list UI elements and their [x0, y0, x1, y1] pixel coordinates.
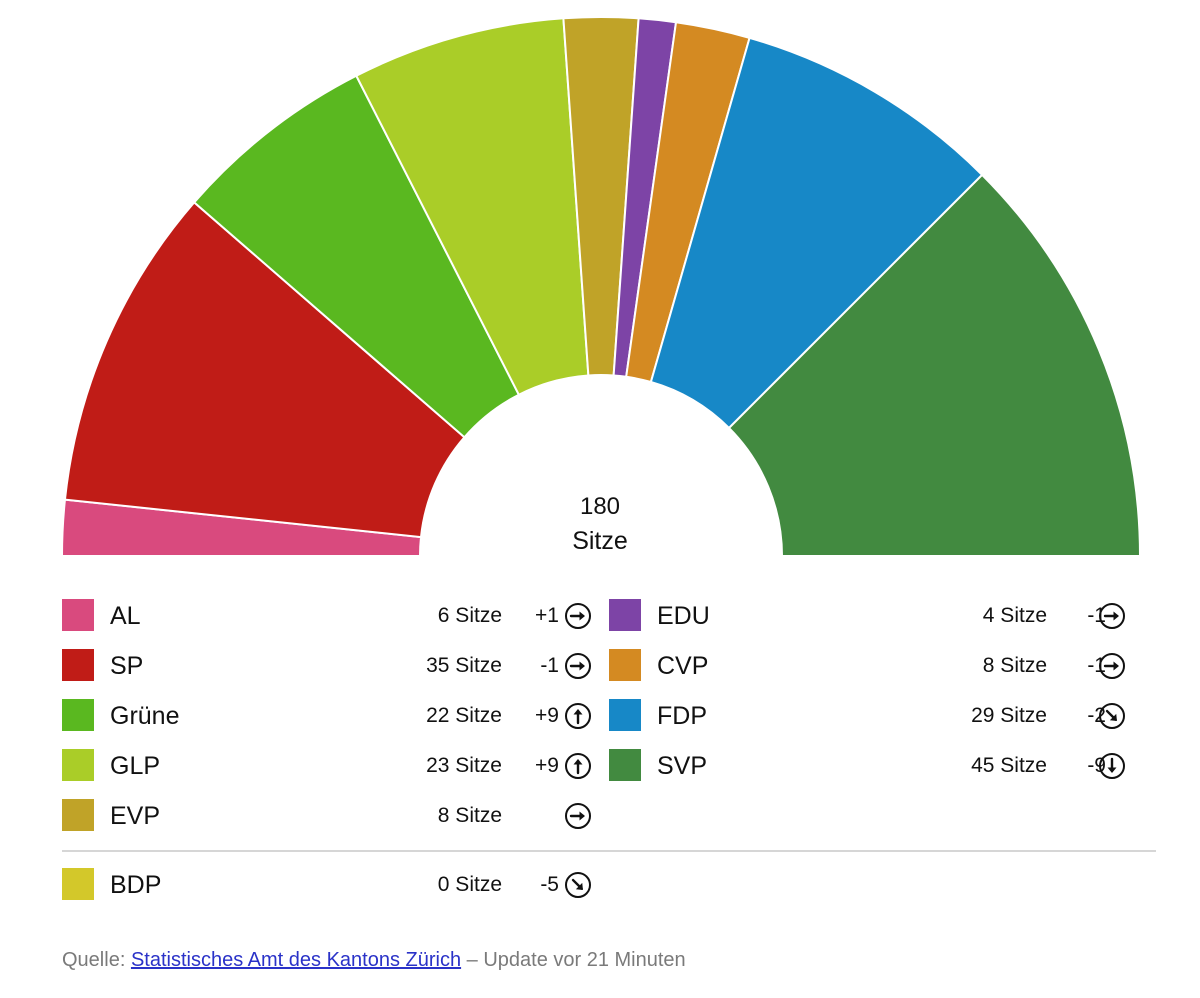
party-seats: 29 Sitze	[971, 704, 1047, 727]
party-seat-change: -1	[540, 654, 559, 677]
party-seats: 22 Sitze	[426, 704, 502, 727]
legend-swatch	[62, 599, 94, 631]
legend-swatch	[62, 868, 94, 900]
legend-column-right: EDU 4 Sitze -1 CVP 8 Sitze -1 FDP 29 Sitze -2 SVP…	[609, 597, 1141, 797]
party-seats: 0 Sitze	[437, 873, 502, 896]
legend-item-grüne: Grüne 22 Sitze +9	[62, 697, 594, 747]
party-name: FDP	[657, 702, 707, 730]
party-name: GLP	[110, 752, 161, 780]
party-seats: 6 Sitze	[437, 604, 502, 627]
arrow-up-icon	[565, 703, 591, 729]
party-name: Grüne	[110, 702, 180, 730]
party-name: SVP	[657, 752, 708, 780]
legend-item-fdp: FDP 29 Sitze -2	[609, 697, 1141, 747]
party-name: EVP	[110, 802, 161, 830]
source-prefix: Quelle:	[62, 949, 131, 971]
source-link[interactable]: Statistisches Amt des Kantons Zürich	[130, 949, 462, 971]
legend-no-seats: BDP 0 Sitze -5	[62, 866, 594, 916]
legend-item-svp: SVP 45 Sitze -9	[609, 747, 1141, 797]
party-name: EDU	[657, 602, 710, 630]
legend-item-sp: SP 35 Sitze -1	[62, 647, 594, 697]
arrow-right-icon	[565, 803, 591, 829]
total-seats: 180	[580, 493, 620, 520]
slice-svp	[727, 173, 1142, 557]
party-seats: 8 Sitze	[437, 804, 502, 827]
legend-item-bdp: BDP 0 Sitze -5	[62, 866, 594, 916]
party-name: BDP	[110, 871, 162, 899]
legend-item-glp: GLP 23 Sitze +9	[62, 747, 594, 797]
party-seat-change: -5	[540, 873, 559, 896]
party-name: AL	[110, 602, 141, 630]
legend-swatch	[609, 699, 641, 731]
slice-sp	[63, 200, 466, 539]
party-seats: 23 Sitze	[426, 754, 502, 777]
source-footer: Quelle: Statistisches Amt des Kantons Zü…	[62, 946, 686, 974]
legend-swatch	[62, 699, 94, 731]
arrow-down-right-icon	[565, 872, 591, 898]
arrow-right-icon	[565, 653, 591, 679]
party-seat-change: +9	[535, 704, 559, 727]
arrow-down-icon	[1099, 753, 1125, 779]
total-seats-unit: Sitze	[572, 527, 628, 555]
party-name: SP	[110, 652, 144, 680]
slice-fdp	[649, 36, 984, 430]
legend-item-evp: EVP 8 Sitze	[62, 797, 594, 847]
party-seats: 4 Sitze	[982, 604, 1047, 627]
party-seat-change: +1	[535, 604, 559, 627]
parliament-slices	[60, 15, 1142, 557]
legend-swatch	[609, 749, 641, 781]
legend-column-left: AL 6 Sitze +1 SP 35 Sitze -1 Grüne 22 Sitze +9 GL…	[62, 597, 594, 847]
legend-swatch	[62, 749, 94, 781]
arrow-right-icon	[1099, 603, 1125, 629]
arrow-right-icon	[1099, 653, 1125, 679]
legend-swatch	[62, 649, 94, 681]
slice-glp	[354, 17, 590, 397]
party-seats: 8 Sitze	[982, 654, 1047, 677]
legend-swatch	[609, 599, 641, 631]
legend-swatch	[62, 799, 94, 831]
legend-item-edu: EDU 4 Sitze -1	[609, 597, 1141, 647]
legend-item-cvp: CVP 8 Sitze -1	[609, 647, 1141, 697]
party-seats: 35 Sitze	[426, 654, 502, 677]
arrow-up-icon	[565, 753, 591, 779]
legend-divider	[62, 850, 1156, 852]
source-suffix: – Update vor 21 Minuten	[461, 949, 686, 971]
legend-swatch	[609, 649, 641, 681]
party-name: CVP	[657, 652, 709, 680]
legend: AL 6 Sitze +1 SP 35 Sitze -1 Grüne 22 Sitze +9 GL…	[62, 597, 1156, 837]
party-seats: 45 Sitze	[971, 754, 1047, 777]
legend-item-al: AL 6 Sitze +1	[62, 597, 594, 647]
arrow-down-right-icon	[1099, 703, 1125, 729]
parliament-chart: 180 Sitze	[60, 15, 1142, 557]
arrow-right-icon	[565, 603, 591, 629]
party-seat-change: +9	[535, 754, 559, 777]
